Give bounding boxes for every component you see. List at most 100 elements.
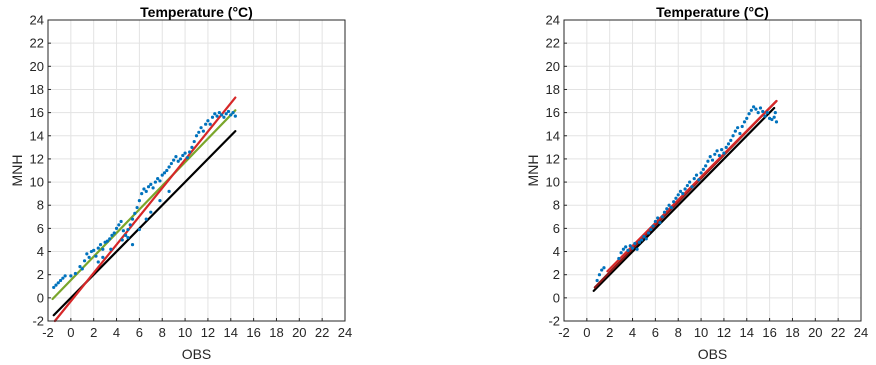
- data-point: [640, 238, 644, 242]
- data-point: [94, 254, 98, 258]
- chart-title-right: Temperature (°C): [656, 4, 769, 20]
- data-point: [160, 173, 164, 177]
- data-point: [151, 186, 155, 190]
- data-point: [69, 274, 73, 278]
- data-point: [642, 234, 646, 239]
- y-tick-label: 18: [30, 82, 44, 97]
- data-point: [630, 246, 635, 250]
- panel-left: -2 0 2 4 6 8 10 12 14 16 18 20 22 24 -202468101214161…: [9, 4, 352, 362]
- data-point: [628, 244, 632, 248]
- data-point: [124, 233, 128, 237]
- data-point: [165, 168, 169, 173]
- data-point: [172, 158, 176, 162]
- data-point: [697, 178, 701, 182]
- data-point: [699, 171, 703, 175]
- data-point: [626, 248, 630, 252]
- data-point: [137, 199, 141, 203]
- data-point: [130, 242, 135, 247]
- data-point: [706, 159, 710, 163]
- y-tick-label: 12: [30, 151, 44, 166]
- y-tick-label: 14: [30, 128, 44, 143]
- data-point: [201, 129, 205, 133]
- data-point: [96, 260, 100, 264]
- y-tick-label: 16: [30, 105, 44, 120]
- x-tick-label: 14: [224, 325, 238, 340]
- data-point: [130, 217, 135, 221]
- data-point: [56, 281, 60, 285]
- data-point: [736, 126, 740, 130]
- data-point: [52, 285, 56, 290]
- y-tick-label: 20: [546, 59, 560, 74]
- data-point: [733, 129, 737, 133]
- x-axis-label-left: OBS: [182, 346, 212, 362]
- data-point: [649, 227, 653, 232]
- y-tick-label: 18: [546, 82, 560, 97]
- data-point: [149, 210, 153, 214]
- data-point: [715, 149, 719, 153]
- data-point: [121, 229, 125, 233]
- data-point: [98, 242, 103, 247]
- y-tick-label: -2: [548, 314, 560, 329]
- data-point: [772, 115, 776, 119]
- data-point: [713, 152, 717, 156]
- chart-title-left: Temperature (°C): [140, 4, 253, 20]
- data-point: [662, 210, 667, 214]
- data-point: [656, 216, 660, 220]
- data-point: [197, 130, 201, 134]
- x-tick-label: 4: [113, 325, 120, 340]
- data-point: [82, 259, 87, 263]
- data-point: [112, 231, 116, 235]
- data-point: [54, 283, 58, 287]
- y-tick-label: 4: [37, 244, 44, 259]
- data-point: [222, 115, 226, 119]
- data-point: [602, 266, 606, 270]
- x-tick-label: 6: [652, 325, 659, 340]
- data-point: [651, 224, 655, 228]
- data-point: [105, 239, 109, 243]
- data-point: [724, 145, 728, 149]
- y-tick-label: 12: [546, 151, 560, 166]
- data-point: [667, 203, 671, 207]
- data-point: [685, 183, 689, 188]
- data-point: [85, 252, 89, 256]
- data-point: [108, 237, 112, 241]
- data-point: [710, 158, 715, 162]
- data-point: [692, 177, 696, 181]
- data-point: [137, 227, 141, 232]
- data-point: [135, 205, 139, 210]
- y-tick-label: 0: [553, 290, 560, 305]
- x-tick-label: -2: [558, 325, 570, 340]
- panel-right: -2 0 2 4 6 8 10 12 14 16 18 20 22 24 -202468101214161…: [525, 4, 868, 362]
- y-tick-label: 24: [546, 13, 560, 28]
- y-tick-label: 6: [553, 221, 560, 236]
- data-point: [158, 179, 162, 183]
- x-tick-label: 16: [762, 325, 776, 340]
- points-right: [595, 105, 779, 283]
- data-point: [660, 215, 664, 219]
- data-point: [681, 192, 685, 196]
- y-tick-label: -2: [32, 314, 44, 329]
- data-point: [745, 116, 749, 121]
- axes-box-left: [47, 19, 346, 322]
- data-point: [704, 164, 708, 168]
- data-point: [756, 111, 760, 115]
- x-tick-label: 0: [583, 325, 590, 340]
- data-point: [678, 189, 683, 193]
- data-point: [208, 122, 212, 126]
- data-point: [224, 112, 228, 116]
- data-point: [114, 226, 119, 230]
- data-point: [676, 193, 680, 197]
- data-point: [597, 273, 602, 277]
- y-axis-label-right: MNH: [525, 155, 541, 187]
- data-point: [770, 117, 774, 122]
- y-tick-label: 8: [37, 198, 44, 213]
- y-tick-label: 10: [546, 175, 560, 190]
- x-tick-label: 18: [785, 325, 799, 340]
- y-tick-label: 22: [546, 36, 560, 51]
- data-point: [126, 236, 130, 240]
- y-tick-label: 22: [30, 36, 44, 51]
- x-tick-label: 2: [606, 325, 613, 340]
- data-point: [633, 241, 637, 246]
- data-point: [722, 151, 726, 155]
